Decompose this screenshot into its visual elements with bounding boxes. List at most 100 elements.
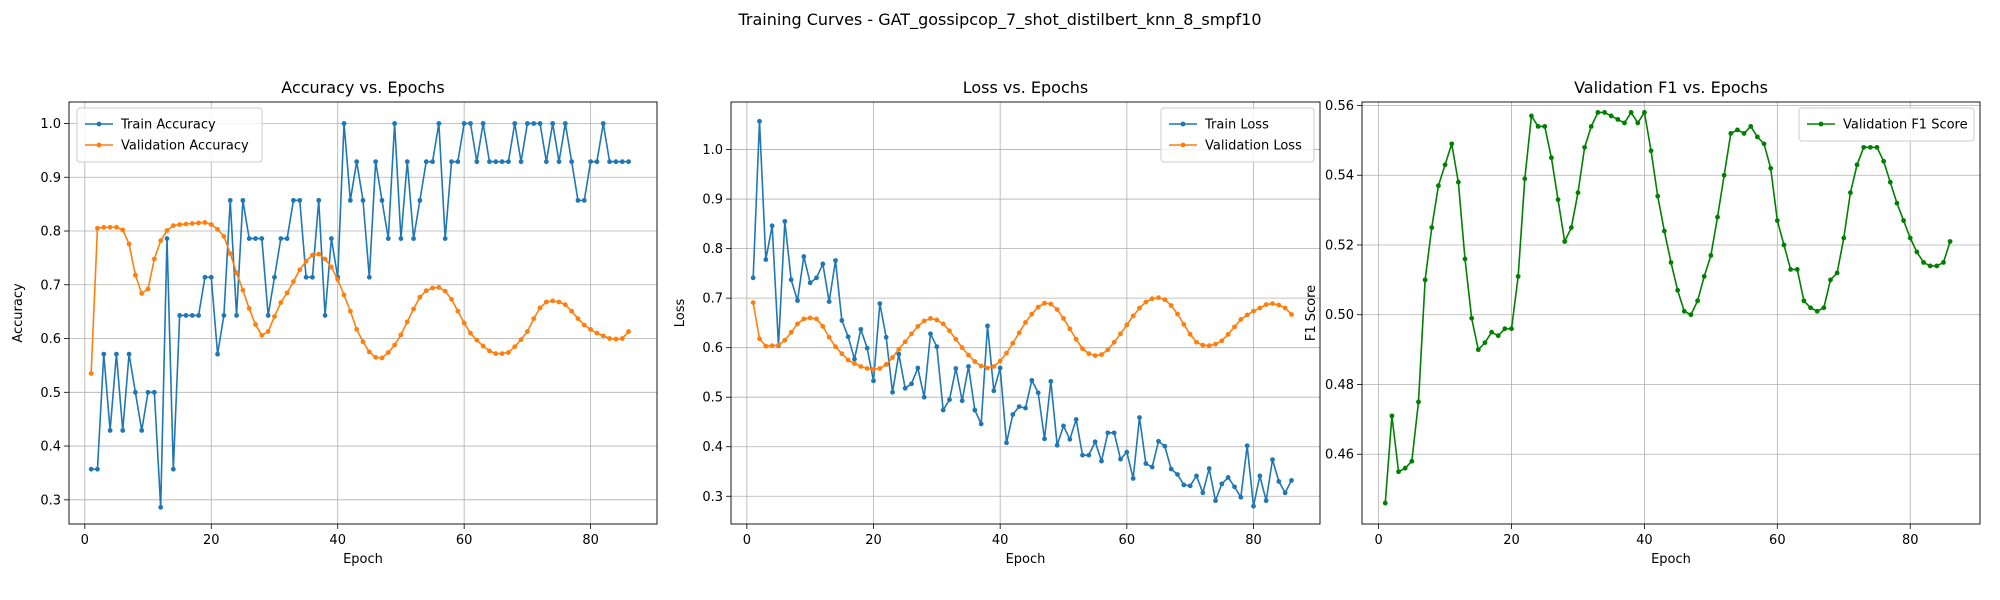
data-point [1642, 110, 1647, 115]
data-point [196, 220, 202, 226]
data-point [227, 251, 233, 256]
data-point [1927, 263, 1933, 269]
data-point [404, 159, 410, 165]
data-point [921, 318, 927, 324]
data-point [493, 159, 499, 165]
data-point [379, 197, 385, 203]
data-point [518, 159, 524, 165]
data-point [1668, 260, 1674, 265]
data-point [145, 286, 151, 292]
data-point [1206, 466, 1212, 471]
data-point [1092, 353, 1098, 358]
x-tick-label: 60 [1769, 533, 1786, 548]
y-tick-label: 0.54 [1325, 169, 1354, 184]
data-point [120, 428, 126, 433]
data-point [1187, 331, 1193, 337]
data-point [991, 364, 997, 369]
data-point [871, 378, 876, 384]
data-point [436, 121, 442, 126]
data-point [569, 159, 575, 165]
data-point [1080, 346, 1085, 352]
data-point [531, 316, 537, 322]
data-point [978, 363, 984, 369]
x-axis-label: Epoch [1651, 552, 1691, 567]
data-point [890, 389, 895, 395]
data-point [151, 256, 157, 262]
data-point [461, 121, 467, 126]
data-point [392, 121, 398, 126]
data-point [493, 351, 499, 356]
y-tick-label: 0.50 [1325, 308, 1354, 323]
data-point [107, 224, 113, 230]
data-point [569, 308, 575, 314]
data-point [1067, 436, 1073, 442]
data-point [297, 267, 303, 273]
x-tick-label: 40 [992, 533, 1009, 548]
data-point [594, 330, 600, 336]
y-tick-label: 0.7 [40, 278, 61, 293]
data-point [966, 352, 971, 358]
data-point [164, 236, 170, 241]
series-2 [750, 295, 1294, 372]
legend: Train Accuracy Validation Accuracy [76, 107, 263, 163]
series-2 [88, 220, 631, 376]
data-point [1542, 124, 1548, 129]
data-point [322, 256, 328, 262]
data-point [360, 339, 366, 345]
axes-frame [730, 101, 1321, 525]
data-point [328, 264, 334, 270]
data-point [246, 236, 252, 241]
data-point [341, 121, 347, 126]
data-point [581, 197, 587, 203]
data-point [858, 326, 864, 332]
data-point [1489, 329, 1494, 335]
data-point [95, 466, 100, 472]
legend-box [76, 107, 263, 163]
data-point [1263, 498, 1269, 504]
data-point [801, 254, 807, 259]
data-point [278, 300, 284, 305]
data-point [145, 389, 151, 395]
data-point [1181, 321, 1187, 327]
data-point [600, 121, 606, 126]
legend-marker [96, 121, 102, 127]
data-point [782, 337, 788, 343]
data-point [909, 381, 914, 387]
data-point [1061, 423, 1066, 429]
data-point [284, 236, 290, 241]
data-point [883, 334, 889, 340]
data-point [240, 287, 246, 293]
data-point [310, 252, 315, 258]
legend-label: Validation Loss [1205, 139, 1302, 154]
data-point [934, 344, 940, 350]
data-point [1200, 342, 1206, 348]
data-point [265, 313, 271, 318]
subplot-title: Validation F1 vs. Epochs [1574, 78, 1768, 97]
data-point [543, 159, 549, 165]
data-point [953, 336, 959, 342]
data-point [1232, 484, 1237, 490]
data-point [1808, 305, 1813, 311]
data-point [864, 366, 870, 371]
data-point [297, 197, 303, 203]
data-point [430, 159, 435, 165]
data-point [1004, 350, 1009, 356]
subplot-1: 0 20 40 60 80 0.3 0.4 0.5 0.6 0.7 0.8 0.9 1.0 Accurac… [11, 78, 658, 567]
data-point [556, 299, 562, 305]
data-point [788, 329, 794, 335]
data-point [1788, 267, 1794, 272]
data-point [423, 159, 429, 165]
data-point [1721, 172, 1727, 178]
data-point [132, 272, 138, 278]
x-tick-label: 60 [456, 533, 473, 548]
data-point [430, 285, 435, 291]
data-point [1118, 331, 1123, 337]
legend-marker [1818, 121, 1824, 127]
data-point [531, 121, 537, 126]
data-point [858, 364, 864, 369]
data-point [1635, 120, 1641, 126]
data-point [398, 236, 404, 241]
data-point [253, 236, 258, 241]
data-point [782, 218, 788, 224]
data-point [1901, 218, 1906, 223]
